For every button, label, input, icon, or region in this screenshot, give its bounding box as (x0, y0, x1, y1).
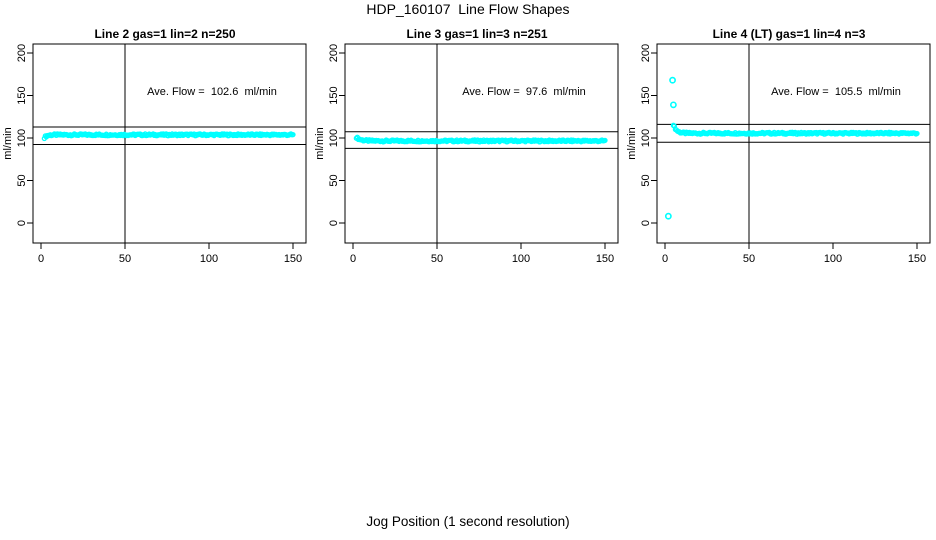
y-axis-title: ml/min (2, 127, 14, 159)
x-tick-label: 150 (284, 253, 302, 265)
x-tick-label: 100 (824, 253, 842, 265)
y-tick-label: 150 (16, 86, 28, 104)
x-tick-label: 150 (596, 253, 614, 265)
y-axis-title: ml/min (314, 127, 326, 159)
data-points (41, 131, 296, 142)
y-tick-label: 0 (328, 220, 340, 226)
y-tick-label: 200 (640, 44, 652, 62)
ave-flow-annotation-line4: Ave. Flow = 105.5 ml/min (771, 86, 901, 98)
data-point (914, 130, 920, 137)
x-tick-label: 50 (119, 253, 131, 265)
x-axis-title: Jog Position (1 second resolution) (366, 514, 570, 529)
ave-flow-annotation-line3: Ave. Flow = 97.6 ml/min (462, 86, 586, 98)
y-tick-label: 100 (16, 129, 28, 147)
x-tick-label: 100 (200, 253, 218, 265)
panel-line3-title: Line 3 gas=1 lin=3 n=251 (406, 27, 548, 41)
outlier-point (669, 76, 676, 84)
y-tick-label: 150 (328, 86, 340, 104)
panel-line2: Line 2 gas=1 lin=2 n=250 0 50 100 150 0 50 100… (0, 20, 312, 300)
outlier-point (664, 212, 672, 220)
data-points (670, 122, 920, 137)
y-tick-label: 150 (640, 86, 652, 104)
x-tick-label: 0 (662, 253, 668, 265)
y-tick-label: 100 (640, 129, 652, 147)
figure-title: HDP_160107 Line Flow Shapes (366, 1, 570, 17)
plot-line3: 0 50 100 150 0 50 100 150 200 ml/min (314, 43, 619, 265)
outlier-point (670, 101, 677, 109)
x-tick-label: 0 (350, 253, 356, 265)
panel-line4-title: Line 4 (LT) gas=1 lin=4 n=3 (712, 27, 866, 41)
panel-line4: Line 4 (LT) gas=1 lin=4 n=3 0 50 100 150 0 50… (624, 20, 936, 300)
y-tick-label: 200 (328, 44, 340, 62)
x-tick-label: 150 (908, 253, 926, 265)
y-tick-label: 0 (16, 220, 28, 226)
data-points (353, 134, 608, 145)
x-tick-label: 0 (38, 253, 44, 265)
panel-line3: Line 3 gas=1 lin=3 n=251 0 50 100 150 0 50 100… (312, 20, 624, 300)
data-point (290, 131, 296, 138)
plot-box (32, 43, 307, 244)
x-tick-label: 50 (431, 253, 443, 265)
plot-line4: 0 50 100 150 0 50 100 150 200 ml/min (626, 43, 931, 265)
y-tick-label: 200 (16, 44, 28, 62)
y-tick-label: 100 (328, 129, 340, 147)
plot-line2: 0 50 100 150 0 50 100 150 200 ml/min (2, 43, 307, 265)
ave-flow-annotation-line2: Ave. Flow = 102.6 ml/min (147, 86, 277, 98)
y-axis-title: ml/min (626, 127, 638, 159)
panel-line2-title: Line 2 gas=1 lin=2 n=250 (94, 27, 236, 41)
plot-box (656, 43, 931, 244)
x-tick-label: 100 (512, 253, 530, 265)
y-tick-label: 0 (640, 220, 652, 226)
x-tick-label: 50 (743, 253, 755, 265)
y-tick-label: 50 (640, 174, 652, 186)
y-tick-label: 50 (328, 174, 340, 186)
plot-box (344, 43, 619, 244)
data-point (602, 137, 608, 144)
y-tick-label: 50 (16, 174, 28, 186)
